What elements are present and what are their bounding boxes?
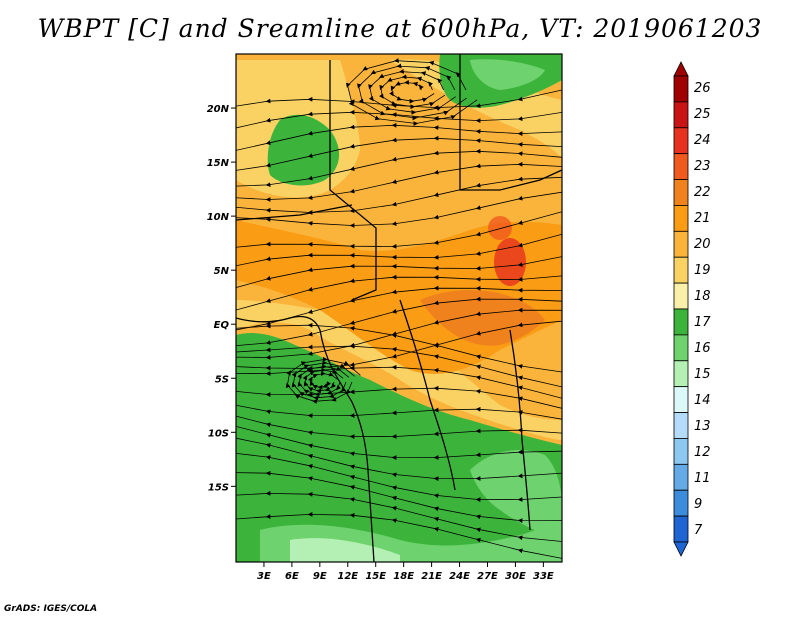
colorbar-label: 21 xyxy=(694,211,711,226)
lat-tick-label: 15N xyxy=(207,158,230,169)
colorbar-label: 15 xyxy=(694,367,711,382)
colorbar-segment xyxy=(673,438,689,465)
colorbar-segment xyxy=(673,127,689,155)
colorbar-segment xyxy=(673,282,689,310)
grads-credit: GrADS: IGES/COLA xyxy=(4,604,98,614)
lon-tick-label: 12E xyxy=(337,571,358,582)
colorbar-segment xyxy=(673,515,689,543)
colorbar-segment xyxy=(673,463,689,491)
longitude-axis: 3E 6E 9E 12E 15E 18E 21E 24E 27E 30E 33E xyxy=(257,562,554,582)
lon-tick-label: 15E xyxy=(365,571,386,582)
latitude-axis: 20N 15N 10N 5N EQ 5S 10S 15S xyxy=(207,104,236,493)
lat-tick-label: 5N xyxy=(214,266,230,277)
colorbar-label: 25 xyxy=(694,107,711,122)
colorbar-label: 26 xyxy=(694,81,711,96)
streamline xyxy=(345,58,478,126)
colorbar: 26 25 24 23 22 21 20 19 18 17 16 15 14 13 12 11 9 7 xyxy=(673,61,711,557)
lat-tick-label: 15S xyxy=(208,482,229,493)
lat-tick-label: 20N xyxy=(207,104,230,115)
colorbar-segment xyxy=(673,386,689,413)
colorbar-segment xyxy=(673,412,689,439)
colorbar-top-arrow xyxy=(673,61,689,77)
colorbar-segment xyxy=(673,360,689,388)
colorbar-segment xyxy=(673,308,689,336)
colorbar-segment xyxy=(673,489,689,517)
coastline-west-africa xyxy=(236,315,375,562)
streamline xyxy=(285,356,361,404)
colorbar-segment xyxy=(673,75,689,103)
border-north-central xyxy=(329,60,377,301)
streamline xyxy=(236,233,562,267)
streamline xyxy=(236,364,562,399)
lon-tick-label: 3E xyxy=(257,571,271,582)
country-borders xyxy=(236,54,562,562)
colorbar-label: 19 xyxy=(694,263,711,278)
streamline xyxy=(236,511,562,559)
lat-tick-label: 10N xyxy=(207,212,230,223)
colorbar-segment xyxy=(673,256,689,284)
colorbar-label: 24 xyxy=(694,133,711,148)
lon-tick-label: 27E xyxy=(477,571,498,582)
field-region-16-north xyxy=(470,59,545,90)
border-lakes xyxy=(509,329,531,531)
lon-tick-label: 33E xyxy=(533,571,554,582)
colorbar-segment xyxy=(673,334,689,362)
colorbar-segment xyxy=(673,153,689,180)
colorbar-label: 22 xyxy=(694,185,711,200)
colorbar-segment xyxy=(673,101,689,129)
lon-tick-label: 18E xyxy=(393,571,414,582)
colorbar-label: 16 xyxy=(694,341,711,356)
map-frame xyxy=(235,53,563,563)
colorbar-segment xyxy=(673,205,689,232)
streamline xyxy=(236,404,562,420)
lon-tick-label: 9E xyxy=(313,571,327,582)
lon-tick-label: 24E xyxy=(449,571,470,582)
colorbar-label: 7 xyxy=(694,523,703,538)
colorbar-label: 11 xyxy=(694,471,711,486)
colorbar-label: 18 xyxy=(694,289,711,304)
lat-tick-label: EQ xyxy=(214,320,230,331)
colorbar-label: 20 xyxy=(694,237,711,252)
colorbar-bottom-arrow xyxy=(673,541,689,557)
colorbar-label: 12 xyxy=(694,445,711,460)
border-central xyxy=(399,299,456,491)
streamlines xyxy=(236,58,562,559)
colorbar-segment xyxy=(673,230,689,258)
lon-tick-label: 30E xyxy=(505,571,526,582)
border-sahel xyxy=(236,204,353,221)
border-northeast xyxy=(459,54,562,191)
lon-tick-label: 6E xyxy=(285,571,299,582)
lat-tick-label: 10S xyxy=(208,428,229,439)
lon-tick-label: 21E xyxy=(421,571,442,582)
colorbar-segment xyxy=(673,179,689,206)
streamline xyxy=(236,385,562,409)
map-plot-area xyxy=(236,54,562,562)
colorbar-label: 17 xyxy=(694,315,711,330)
colorbar-label: 9 xyxy=(694,497,702,512)
map-title: WBPT [C] and Sreamline at 600hPa, VT: 20… xyxy=(37,14,763,43)
colorbar-label: 13 xyxy=(694,419,711,434)
colorbar-label: 23 xyxy=(694,159,711,174)
colorbar-label: 14 xyxy=(694,393,711,408)
field-region-23-b xyxy=(488,216,512,240)
lat-tick-label: 5S xyxy=(215,374,229,385)
